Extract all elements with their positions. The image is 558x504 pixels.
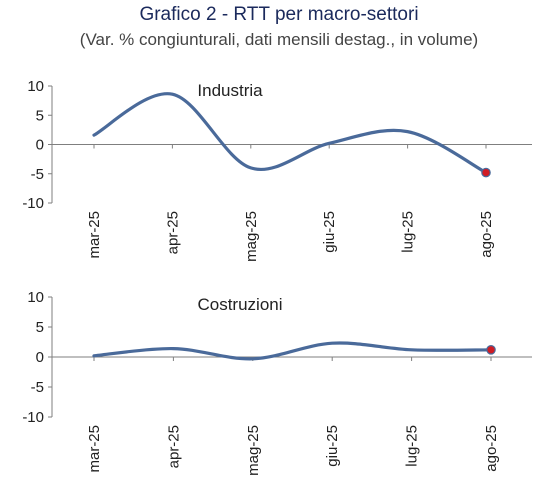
- series-line: [92, 341, 493, 361]
- y-tick-label: 5: [36, 107, 44, 124]
- y-tick-label: 0: [36, 349, 44, 366]
- y-tick-label: -5: [31, 379, 44, 396]
- panel-label: Industria: [197, 81, 263, 100]
- x-tick-label: giu-25: [321, 211, 338, 253]
- y-tick-label: 10: [27, 78, 44, 95]
- y-tick-label: -10: [22, 195, 44, 212]
- y-tick-label: -10: [22, 409, 44, 426]
- chart-subtitle: (Var. % congiunturali, dati mensili dest…: [79, 30, 479, 49]
- x-tick-label: apr-25: [165, 425, 182, 468]
- x-tick-label: apr-25: [164, 211, 181, 254]
- panel-1: 10 5 0 -5 -10 mar-25 apr-25 mag-25 giu-25 lug-25 a…: [22, 78, 532, 262]
- series-line: [92, 92, 488, 175]
- x-tick-label: lug-25: [400, 211, 417, 253]
- x-tick-label: mag-25: [243, 211, 260, 262]
- x-tick-label: mar-25: [86, 211, 103, 259]
- chart-title: Grafico 2 - RTT per macro-settori: [139, 4, 419, 25]
- last-point-marker: [486, 344, 496, 355]
- x-tick-label: lug-25: [404, 425, 421, 467]
- x-tick-label: mar-25: [86, 425, 103, 473]
- x-tick-label: ago-25: [478, 211, 495, 258]
- y-tick-label: 0: [36, 137, 44, 154]
- y-tick-label: -5: [31, 166, 44, 183]
- x-tick-label: mag-25: [245, 425, 262, 476]
- panel-2: 10 5 0 -5 -10 mar-25 apr-25 mag-25 giu-25 lug-25 a…: [22, 289, 532, 476]
- last-point-marker: [481, 167, 491, 178]
- panel-label: Costruzioni: [197, 295, 282, 314]
- x-tick-label: ago-25: [483, 425, 500, 472]
- y-tick-label: 5: [36, 319, 44, 336]
- y-tick-label: 10: [27, 289, 44, 306]
- x-tick-label: giu-25: [324, 425, 341, 467]
